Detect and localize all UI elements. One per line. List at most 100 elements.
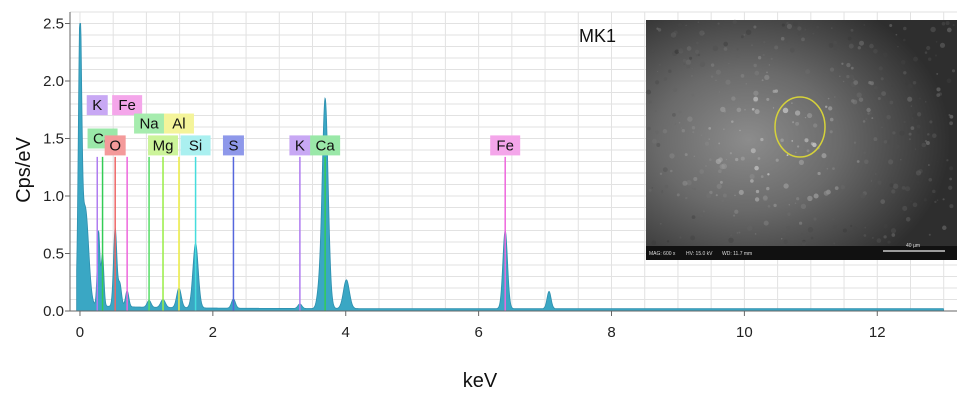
sem-speckle <box>723 47 728 51</box>
sem-speckle <box>873 49 878 54</box>
sem-speckle <box>907 96 913 102</box>
sem-speckle <box>690 188 692 190</box>
sem-speckle <box>869 43 874 49</box>
x-axis-title: keV <box>463 370 498 392</box>
sem-speckle <box>879 165 882 168</box>
sem-speckle <box>792 121 795 124</box>
sem-speckle <box>747 225 753 231</box>
sem-speckle <box>746 224 750 228</box>
marker-label-box-na <box>134 113 165 134</box>
sem-speckle <box>662 167 668 173</box>
sem-speckle <box>762 53 765 57</box>
sem-speckle <box>880 77 884 81</box>
sem-speckle <box>829 67 835 72</box>
sem-speckle <box>853 141 857 144</box>
sem-speckle <box>766 71 768 74</box>
sem-speckle <box>870 180 873 182</box>
sem-speckle <box>687 116 693 122</box>
sem-speckle <box>807 227 814 233</box>
sem-speckle <box>677 23 683 28</box>
sem-speckle <box>807 237 809 239</box>
sem-speckle <box>869 111 872 115</box>
sem-speckle <box>801 37 805 42</box>
sem-speckle <box>659 172 663 176</box>
sem-speckle <box>924 139 928 143</box>
sem-speckle <box>721 163 727 170</box>
sem-speckle <box>887 139 892 145</box>
sem-speckle <box>832 224 837 229</box>
marker-label-o: O <box>109 137 121 154</box>
sem-speckle <box>716 183 722 189</box>
sem-speckle <box>704 141 710 146</box>
sem-speckle <box>946 78 952 84</box>
sem-speckle <box>740 156 745 161</box>
y-tick-label: 0.5 <box>43 246 64 263</box>
y-tick-label: 2.0 <box>43 73 64 90</box>
sem-speckle <box>662 128 668 134</box>
sem-speckle <box>949 204 954 209</box>
sem-speckle <box>883 223 888 229</box>
sem-speckle <box>774 89 779 93</box>
sem-speckle <box>881 91 887 97</box>
sem-speckle <box>702 210 705 213</box>
sem-speckle <box>889 100 894 105</box>
x-tick-label: 0 <box>76 324 84 341</box>
sem-speckle <box>767 204 771 208</box>
sem-speckle <box>715 194 718 197</box>
sem-speckle <box>659 222 662 225</box>
sem-speckle <box>703 32 705 35</box>
sem-speckle <box>670 32 677 38</box>
sem-speckle <box>728 62 730 65</box>
sem-speckle <box>946 27 952 33</box>
sem-speckle <box>925 141 930 145</box>
sem-speckle <box>773 203 777 208</box>
sem-speckle <box>882 183 885 185</box>
sem-speckle <box>798 221 803 225</box>
sem-speckle <box>657 140 660 143</box>
sem-speckle <box>850 28 854 32</box>
sem-speckle <box>932 189 936 194</box>
spectrum-area <box>76 23 945 312</box>
sem-speckle <box>728 237 734 244</box>
sem-speckle <box>648 188 652 192</box>
sem-speckle <box>805 69 811 75</box>
sem-speckle <box>685 59 692 65</box>
sem-speckle <box>685 24 687 27</box>
sem-speckle <box>761 79 764 82</box>
sem-speckle <box>781 23 785 27</box>
sem-speckle <box>914 148 917 150</box>
sem-speckle <box>949 121 953 126</box>
sem-speckle <box>831 217 835 221</box>
sem-speckle <box>740 35 744 39</box>
sem-speckle <box>888 159 894 165</box>
sem-speckle <box>895 144 900 149</box>
sem-speckle <box>699 213 704 218</box>
sem-speckle <box>830 27 833 30</box>
sem-speckle <box>700 134 703 137</box>
sem-speckle <box>912 202 918 208</box>
sem-speckle <box>657 70 659 73</box>
sem-speckle <box>693 155 695 157</box>
sem-speckle <box>717 205 719 208</box>
sem-speckle <box>788 204 790 206</box>
sem-speckle <box>783 239 788 244</box>
sem-speckle <box>833 40 838 45</box>
sem-speckle <box>821 153 827 159</box>
sem-speckle <box>699 169 705 174</box>
x-tick-label: 2 <box>209 324 217 341</box>
sem-speckle <box>942 198 945 201</box>
sem-speckle <box>772 107 775 109</box>
sem-speckle <box>732 19 737 25</box>
sem-speckle <box>910 200 912 202</box>
sem-speckle <box>832 167 835 170</box>
sem-speckle <box>936 87 941 92</box>
sem-speckle <box>846 62 851 68</box>
sem-speckle <box>804 116 807 119</box>
sem-speckle <box>916 180 920 184</box>
marker-label-box-k <box>289 135 311 156</box>
sem-speckle <box>690 235 696 241</box>
sem-speckle <box>828 43 834 48</box>
spectrum-series <box>76 23 945 312</box>
sem-speckle <box>826 167 829 170</box>
sem-speckle <box>678 121 681 124</box>
